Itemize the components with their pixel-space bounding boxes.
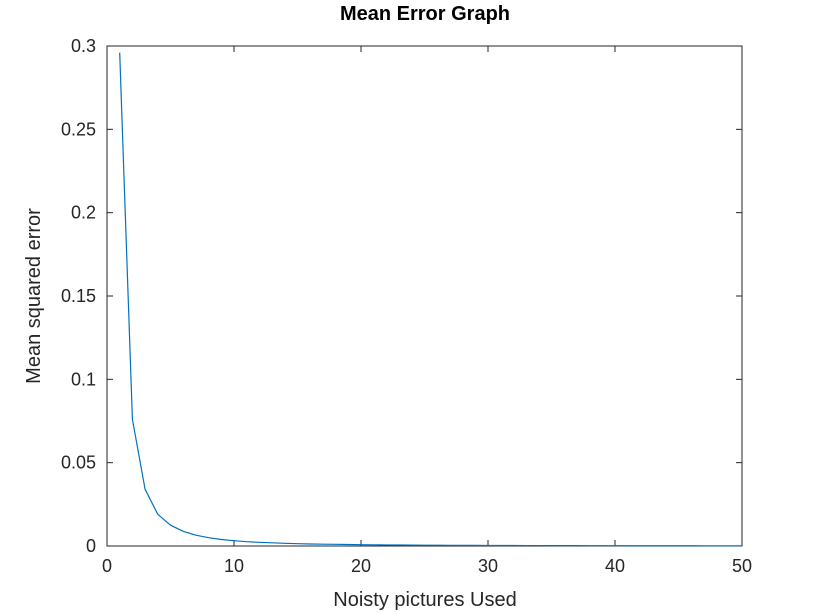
x-tick-label: 0 (102, 556, 112, 576)
series-line (119, 52, 742, 547)
x-tick-label: 50 (732, 556, 752, 576)
y-tick-label: 0.2 (71, 203, 96, 223)
y-tick-label: 0.05 (61, 453, 96, 473)
x-tick-label: 20 (351, 556, 371, 576)
y-tick-label: 0.25 (61, 119, 96, 139)
x-tick-label: 40 (605, 556, 625, 576)
y-axis-label: Mean squared error (23, 208, 45, 384)
y-tick-label: 0 (86, 536, 96, 556)
x-tick-label: 30 (478, 556, 498, 576)
axes: 0 10 20 30 40 50 0 0.05 0.1 0.15 0.2 0.25 0.3 (61, 36, 752, 576)
x-tick-label: 10 (224, 556, 244, 576)
y-tick-label: 0.1 (71, 369, 96, 389)
x-axis-label: Noisty pictures Used (333, 589, 516, 611)
series-layer (119, 52, 742, 547)
y-tick-label: 0.3 (71, 36, 96, 56)
chart-title: Mean Error Graph (340, 3, 510, 25)
y-tick-label: 0.15 (61, 286, 96, 306)
